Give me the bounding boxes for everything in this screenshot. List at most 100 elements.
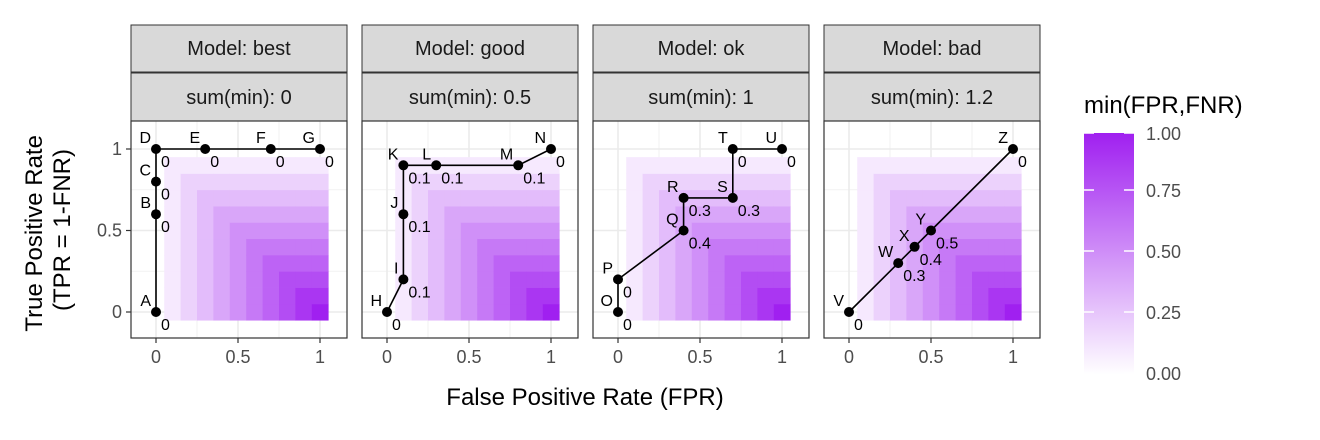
heat-tile [164,222,181,240]
roc-point-T [727,144,738,154]
heat-tile [659,287,676,305]
heat-tile [675,287,693,305]
heat-tile [757,206,775,223]
legend-tick-label: 0.50 [1146,242,1181,262]
heat-tile [262,238,280,256]
heat-tile [246,189,263,207]
heat-tile [493,271,511,288]
heat-tile [526,173,544,191]
heat-tile [939,254,956,272]
heat-tile [246,206,263,223]
heat-tile [708,222,725,240]
heat-tile [675,254,693,272]
x-tick-label: 1 [546,347,556,367]
model-strip-label: Model: good [415,38,525,60]
heat-tile [295,238,313,256]
heat-tile [180,254,198,272]
heat-tile [972,238,989,256]
y-tick-label: 0 [112,302,122,322]
heat-tile [229,238,247,256]
heat-tile [411,303,429,321]
heat-tile [757,157,775,174]
heat-tile [659,173,676,191]
heat-tile [180,157,198,174]
heat-tile [691,303,709,321]
heat-tile [988,238,1006,256]
heat-tile [428,287,445,305]
heat-tile [197,157,214,174]
heat-tile [229,271,247,288]
panel-border [361,120,579,339]
heat-tile [213,303,231,321]
heat-tile [411,189,429,207]
heat-tile [295,254,313,272]
heat-tile [873,222,891,240]
heat-tile [311,303,329,321]
heat-tile [939,222,956,240]
point-min-label: 0 [738,154,747,171]
heat-tile [526,222,544,240]
roc-point-J [398,209,409,220]
heat-tile [526,271,544,288]
heat-tile [279,254,296,272]
heat-tile [246,173,263,191]
heat-tile [890,238,907,256]
heat-tile [1004,222,1022,240]
heat-tile [510,303,527,321]
heat-tile [988,254,1006,272]
heat-tile [428,254,445,272]
roc-point-H [382,307,392,317]
heat-tile [444,222,462,240]
heat-tile [246,271,263,288]
point-min-label: 0 [161,187,170,204]
heat-tile [642,206,660,223]
heat-tile [757,303,775,321]
heat-tile [311,206,329,223]
heat-tile [626,222,643,240]
x-tick-label: 1 [777,347,787,367]
model-strip [361,24,579,73]
heat-tile [460,238,478,256]
heat-tile [262,271,280,288]
heat-tile [213,173,231,191]
sum-strip [592,72,810,122]
heat-tile [922,254,940,272]
model-strip-label: Model: ok [658,38,746,60]
roc-point-Q [678,225,689,236]
heat-tile [444,303,462,321]
heat-tile [477,238,494,256]
model-strip [130,24,348,73]
heat-tile [708,173,725,191]
heat-tile [295,157,313,174]
heat-tile [906,189,924,207]
heat-tile [659,271,676,288]
roc-point-B [151,209,161,220]
heat-tile [477,206,494,223]
point-min-label: 0 [623,317,632,334]
heat-tile [1004,173,1022,191]
heat-tile [757,238,775,256]
heat-tile [741,189,758,207]
heat-tile [311,287,329,305]
point-min-label: 0 [1018,154,1027,171]
point-name-label: A [140,293,151,310]
heat-tile [411,271,429,288]
heat-tile [510,254,527,272]
point-min-label: 0.3 [689,203,711,220]
heat-tile [890,222,907,240]
point-name-label: Z [998,130,1008,147]
heat-tile [988,222,1006,240]
heat-tile [510,287,527,305]
heat-tile [213,238,231,256]
y-tick-label: 0.5 [97,221,122,241]
heat-tile [626,206,643,223]
heat-tile [642,238,660,256]
roc-point-U [777,144,787,154]
heat-tile [428,206,445,223]
heat-tile [773,189,791,207]
heat-tile [542,206,560,223]
heat-tile [922,157,940,174]
heat-tile [428,271,445,288]
point-min-label: 0.1 [441,170,463,187]
heat-tile [197,254,214,272]
